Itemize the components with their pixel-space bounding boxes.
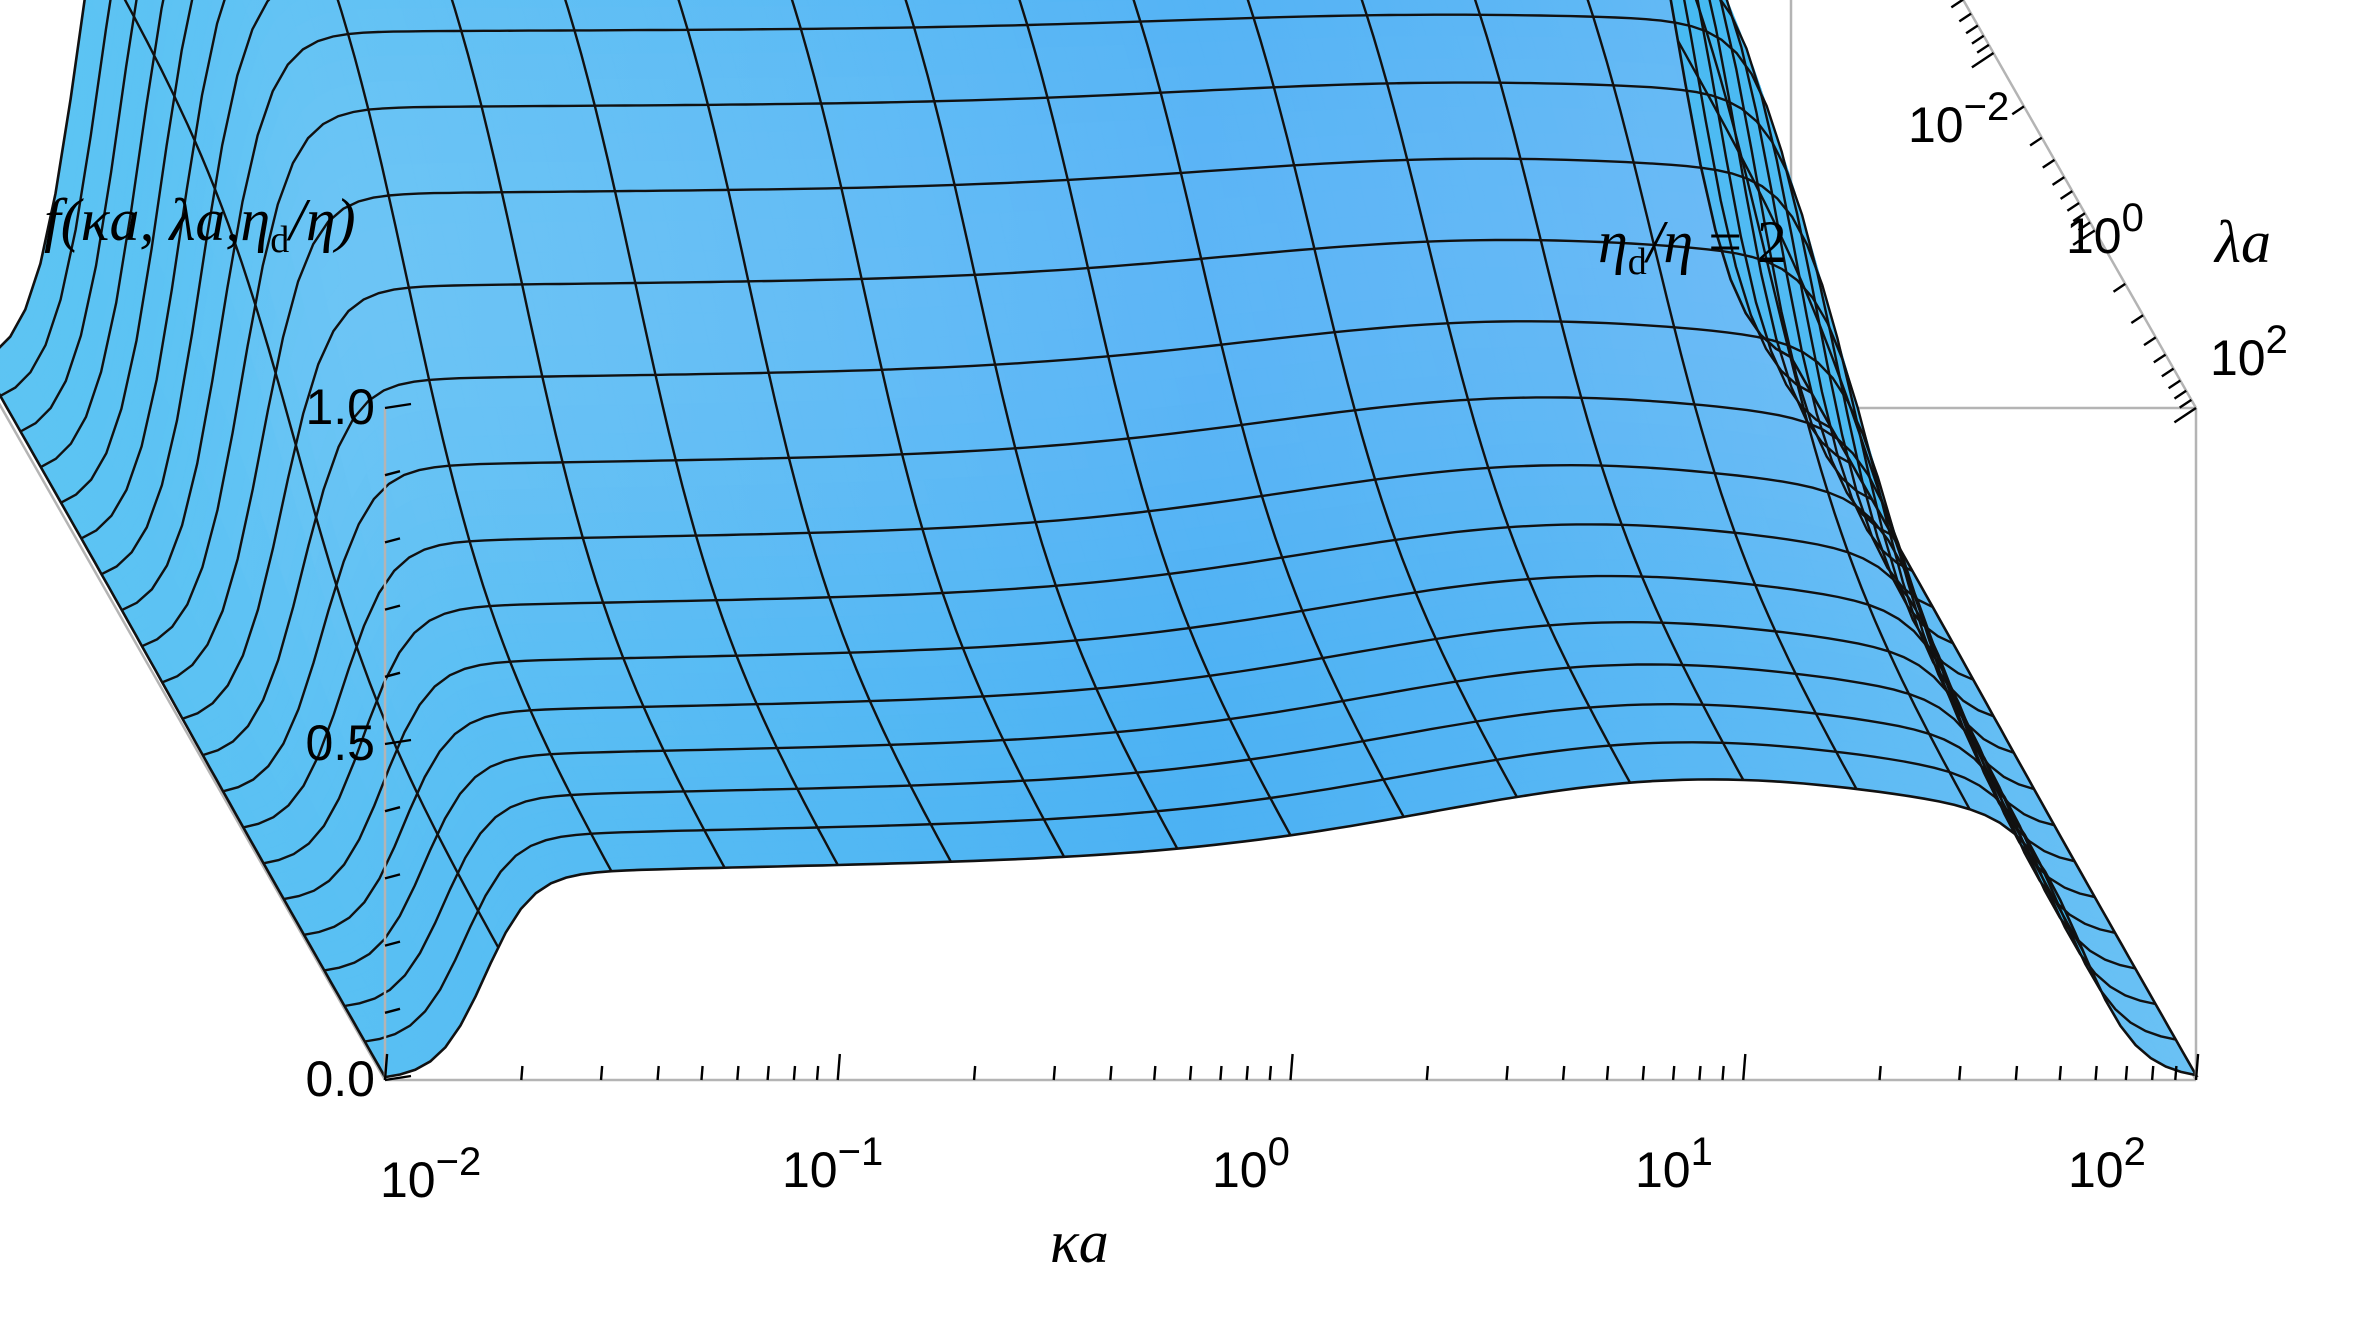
mesh-line-lambda-9 xyxy=(202,320,2015,757)
parameter-annotation: ηd/η = 2 xyxy=(1598,209,1787,283)
y-tick-label-0: 10−2 xyxy=(1908,85,2009,153)
mesh-line-lambda-7 xyxy=(243,463,2055,829)
z-tick-label-1: 0.5 xyxy=(305,715,375,771)
x-tick-label-0: 10−2 xyxy=(380,1140,481,1208)
z-tick-label-2: 1.0 xyxy=(305,379,375,435)
mesh-line-lambda-3 xyxy=(324,663,2136,972)
z-tick-label-0: 0.0 xyxy=(305,1051,375,1107)
mesh-line-lambda-10 xyxy=(182,238,1994,720)
mesh-line-lambda-12 xyxy=(141,81,1954,648)
mesh-line-lambda-2 xyxy=(344,702,2156,1008)
mesh-line-lambda-4 xyxy=(303,620,2116,936)
x-tick-label-3: 101 xyxy=(1635,1130,1713,1198)
axis-ticks xyxy=(383,0,2200,1082)
x-axis-label: κa xyxy=(1050,1209,1109,1275)
mesh-line-lambda-11 xyxy=(161,157,1974,684)
surface xyxy=(0,0,2199,1079)
y-tick-label-1: 100 xyxy=(2066,196,2144,264)
mesh-line-lambda-13 xyxy=(121,13,1934,612)
y-tick-label-2: 102 xyxy=(2210,318,2288,386)
x-tick-label-1: 10−1 xyxy=(782,1130,883,1198)
mesh-line-lambda-5 xyxy=(283,574,2096,901)
x-tick-label-4: 102 xyxy=(2068,1130,2146,1198)
z-axis-label: f(κa, λa,ηd/η) xyxy=(44,187,356,261)
mesh-line-lambda-8 xyxy=(222,396,2035,793)
x-tick-label-2: 100 xyxy=(1212,1130,1290,1198)
mesh-line-lambda-6 xyxy=(263,523,2075,865)
y-axis-label: λa xyxy=(2213,209,2271,275)
mesh-line-lambda-1 xyxy=(364,741,2177,1043)
